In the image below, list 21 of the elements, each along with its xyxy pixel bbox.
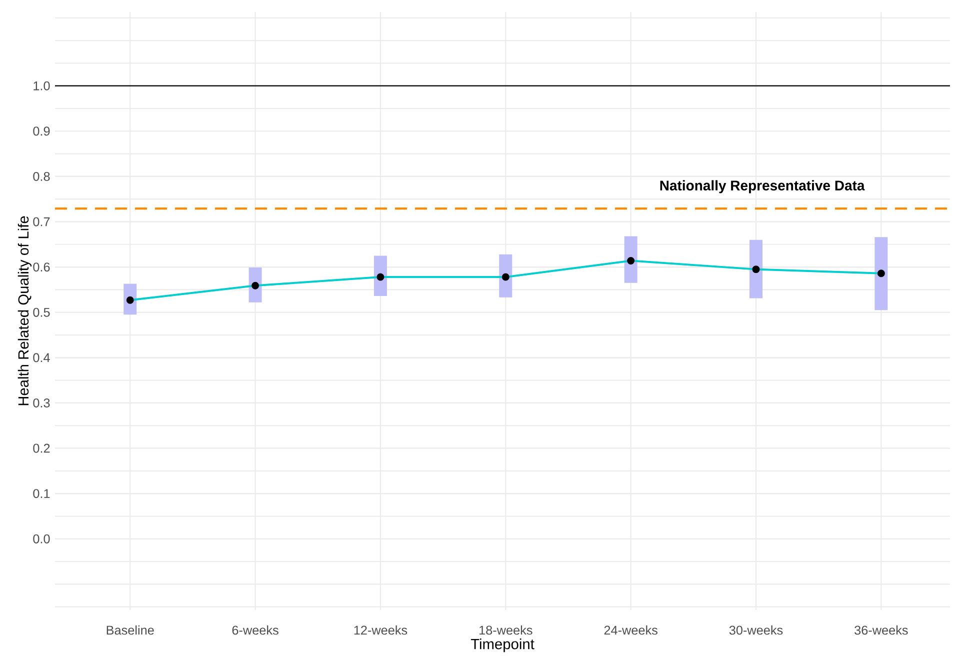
y-tick-label: 1.0 [34,81,50,90]
y-tick-label: 0.8 [33,172,50,181]
y-tick-label: 0.7 [33,217,50,226]
y-tick-label: 0.3 [33,398,50,408]
y-tick-label: 0.2 [33,444,50,453]
x-tick-label: 36-weeks [854,625,908,635]
x-axis-title: Timepoint [470,638,534,652]
x-tick-label: 6-weeks [232,625,278,635]
y-tick-label: 0.6 [33,262,50,272]
x-tick-label: 24-weeks [604,625,658,635]
y-axis-title: Health Related Quality of Life [18,216,32,406]
y-tick-label: 0.0 [33,534,50,544]
y-tick-label: 0.1 [33,489,50,498]
x-tick-label: Baseline [106,625,154,635]
x-tick-label: 30-weeks [729,625,783,635]
ref-line-label: Nationally Representative Data [660,180,865,194]
y-tick-label: 0.4 [33,353,50,362]
y-tick-label: 0.5 [33,308,50,317]
x-tick-label: 12-weeks [354,625,408,635]
x-tick-label: 18-weeks [479,625,532,635]
y-tick-label: 0.9 [33,126,50,136]
